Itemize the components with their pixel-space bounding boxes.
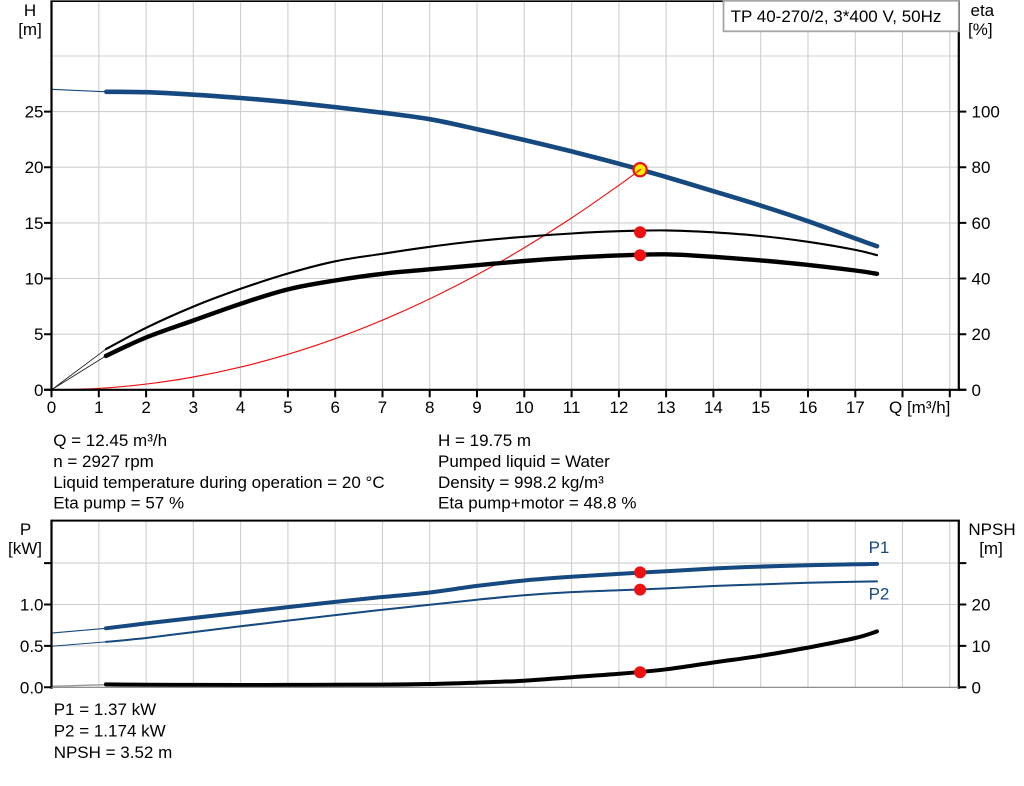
svg-text:40: 40: [972, 270, 991, 289]
svg-text:Liquid temperature during oper: Liquid temperature during operation = 20…: [53, 473, 384, 492]
svg-text:H = 19.75 m: H = 19.75 m: [438, 431, 531, 450]
svg-text:Pumped liquid = Water: Pumped liquid = Water: [438, 452, 610, 471]
svg-text:13: 13: [657, 398, 676, 417]
svg-text:H: H: [24, 1, 36, 20]
svg-text:1: 1: [94, 398, 103, 417]
svg-text:7: 7: [378, 398, 387, 417]
svg-text:11: 11: [563, 398, 581, 417]
svg-text:[kW]: [kW]: [8, 539, 42, 558]
svg-text:3: 3: [189, 398, 198, 417]
svg-text:20: 20: [25, 158, 44, 177]
svg-text:17: 17: [846, 398, 865, 417]
svg-text:10: 10: [515, 398, 534, 417]
svg-text:20: 20: [972, 596, 991, 615]
svg-text:1.0: 1.0: [20, 596, 44, 615]
svg-text:0.5: 0.5: [20, 637, 44, 656]
svg-text:Eta pump+motor = 48.8 %: Eta pump+motor = 48.8 %: [438, 494, 636, 513]
svg-text:4: 4: [236, 398, 245, 417]
svg-text:P1: P1: [869, 538, 890, 557]
svg-text:15: 15: [25, 214, 44, 233]
svg-text:60: 60: [972, 214, 991, 233]
svg-text:Density = 998.2 kg/m³: Density = 998.2 kg/m³: [438, 473, 604, 492]
svg-text:10: 10: [25, 270, 44, 289]
svg-text:0: 0: [972, 678, 981, 697]
svg-text:6: 6: [330, 398, 339, 417]
svg-text:5: 5: [283, 398, 292, 417]
svg-text:P: P: [20, 520, 31, 539]
svg-text:80: 80: [972, 158, 991, 177]
svg-text:16: 16: [799, 398, 818, 417]
svg-text:5: 5: [34, 325, 43, 344]
svg-text:[m]: [m]: [18, 20, 42, 39]
svg-text:0: 0: [47, 398, 56, 417]
svg-text:14: 14: [704, 398, 723, 417]
svg-text:25: 25: [25, 103, 44, 122]
svg-text:0: 0: [972, 381, 981, 400]
svg-text:2: 2: [141, 398, 150, 417]
svg-text:NPSH = 3.52 m: NPSH = 3.52 m: [54, 743, 173, 762]
svg-text:[%]: [%]: [968, 20, 993, 39]
svg-text:20: 20: [972, 325, 991, 344]
svg-text:15: 15: [751, 398, 770, 417]
svg-text:P2: P2: [869, 585, 890, 604]
svg-text:0.0: 0.0: [20, 678, 44, 697]
svg-text:TP 40-270/2, 3*400 V, 50Hz: TP 40-270/2, 3*400 V, 50Hz: [731, 7, 942, 26]
svg-text:100: 100: [972, 103, 1000, 122]
svg-text:eta: eta: [971, 1, 995, 20]
svg-text:n = 2927 rpm: n = 2927 rpm: [53, 452, 154, 471]
svg-text:P1 = 1.37 kW: P1 = 1.37 kW: [54, 700, 157, 719]
svg-text:P2 = 1.174 kW: P2 = 1.174 kW: [54, 721, 166, 740]
svg-text:NPSH: NPSH: [968, 520, 1015, 539]
svg-text:9: 9: [472, 398, 481, 417]
svg-text:Q = 12.45 m³/h: Q = 12.45 m³/h: [53, 431, 167, 450]
svg-text:0: 0: [34, 381, 43, 400]
svg-text:10: 10: [972, 637, 991, 656]
svg-text:Eta pump = 57 %: Eta pump = 57 %: [53, 494, 184, 513]
svg-text:[m]: [m]: [979, 539, 1003, 558]
svg-text:12: 12: [609, 398, 628, 417]
svg-text:Q [m³/h]: Q [m³/h]: [889, 398, 950, 417]
svg-text:8: 8: [425, 398, 434, 417]
